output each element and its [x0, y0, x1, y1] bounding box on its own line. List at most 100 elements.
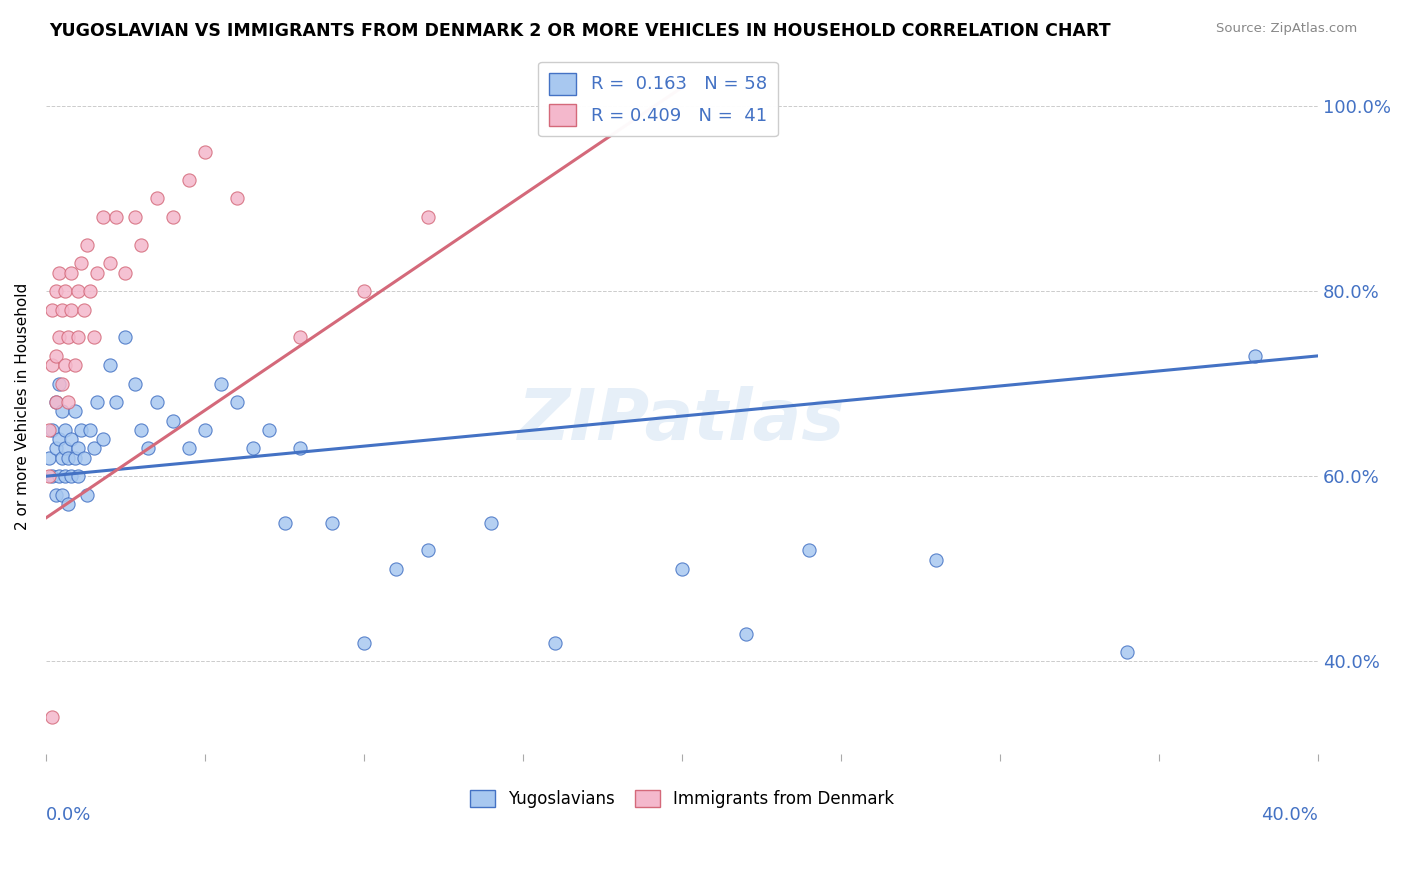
Point: [70, 423, 93, 437]
Point: [162, 414, 184, 428]
Point: [51, 376, 73, 391]
Point: [353, 636, 375, 650]
Point: [53, 423, 76, 437]
Y-axis label: 2 or more Vehicles in Household: 2 or more Vehicles in Household: [15, 283, 30, 531]
Point: [104, 395, 127, 409]
Point: [273, 516, 295, 530]
Point: [98, 358, 121, 372]
Point: [1116, 645, 1139, 659]
Point: [385, 562, 408, 576]
Point: [925, 552, 948, 566]
Text: 40.0%: 40.0%: [1261, 806, 1319, 824]
Point: [146, 395, 169, 409]
Point: [60, 432, 83, 446]
Point: [225, 395, 247, 409]
Point: [48, 330, 70, 344]
Point: [76, 488, 98, 502]
Point: [131, 423, 153, 437]
Point: [73, 302, 96, 317]
Point: [225, 192, 247, 206]
Point: [131, 237, 153, 252]
Point: [48, 376, 70, 391]
Point: [91, 432, 114, 446]
Point: [38, 450, 60, 465]
Point: [51, 302, 73, 317]
Point: [162, 210, 184, 224]
Point: [38, 423, 60, 437]
Point: [41, 469, 63, 483]
Point: [136, 442, 159, 456]
Point: [353, 284, 375, 298]
Point: [83, 330, 105, 344]
Point: [41, 358, 63, 372]
Point: [60, 266, 83, 280]
Point: [209, 376, 232, 391]
Point: [76, 237, 98, 252]
Point: [321, 516, 343, 530]
Text: ZIPatlas: ZIPatlas: [519, 386, 846, 455]
Point: [48, 469, 70, 483]
Point: [41, 710, 63, 724]
Point: [53, 284, 76, 298]
Point: [86, 395, 108, 409]
Point: [146, 192, 169, 206]
Point: [91, 210, 114, 224]
Point: [41, 302, 63, 317]
Point: [66, 442, 89, 456]
Point: [44, 349, 66, 363]
Point: [51, 488, 73, 502]
Point: [66, 284, 89, 298]
Point: [44, 442, 66, 456]
Point: [73, 450, 96, 465]
Point: [114, 330, 136, 344]
Point: [44, 284, 66, 298]
Point: [51, 450, 73, 465]
Point: [58, 330, 80, 344]
Point: [58, 450, 80, 465]
Point: [194, 145, 217, 160]
Text: YUGOSLAVIAN VS IMMIGRANTS FROM DENMARK 2 OR MORE VEHICLES IN HOUSEHOLD CORRELATI: YUGOSLAVIAN VS IMMIGRANTS FROM DENMARK 2…: [49, 22, 1111, 40]
Point: [98, 256, 121, 270]
Point: [79, 423, 101, 437]
Text: 0.0%: 0.0%: [46, 806, 91, 824]
Point: [44, 395, 66, 409]
Point: [799, 543, 821, 558]
Point: [66, 469, 89, 483]
Point: [479, 516, 502, 530]
Point: [290, 330, 312, 344]
Point: [290, 442, 312, 456]
Point: [48, 432, 70, 446]
Point: [83, 442, 105, 456]
Point: [44, 488, 66, 502]
Point: [44, 395, 66, 409]
Point: [124, 210, 146, 224]
Point: [70, 256, 93, 270]
Point: [1243, 349, 1265, 363]
Point: [194, 423, 217, 437]
Point: [53, 469, 76, 483]
Point: [79, 284, 101, 298]
Point: [544, 636, 567, 650]
Point: [124, 376, 146, 391]
Point: [86, 266, 108, 280]
Point: [734, 626, 756, 640]
Point: [41, 423, 63, 437]
Point: [114, 266, 136, 280]
Point: [242, 442, 264, 456]
Point: [38, 469, 60, 483]
Point: [177, 442, 200, 456]
Point: [104, 210, 127, 224]
Point: [416, 543, 439, 558]
Point: [60, 469, 83, 483]
Point: [416, 210, 439, 224]
Point: [177, 173, 200, 187]
Point: [51, 404, 73, 418]
Point: [63, 450, 86, 465]
Point: [63, 404, 86, 418]
Point: [257, 423, 280, 437]
Point: [48, 266, 70, 280]
Point: [58, 395, 80, 409]
Point: [53, 358, 76, 372]
Point: [53, 442, 76, 456]
Text: Source: ZipAtlas.com: Source: ZipAtlas.com: [1216, 22, 1357, 36]
